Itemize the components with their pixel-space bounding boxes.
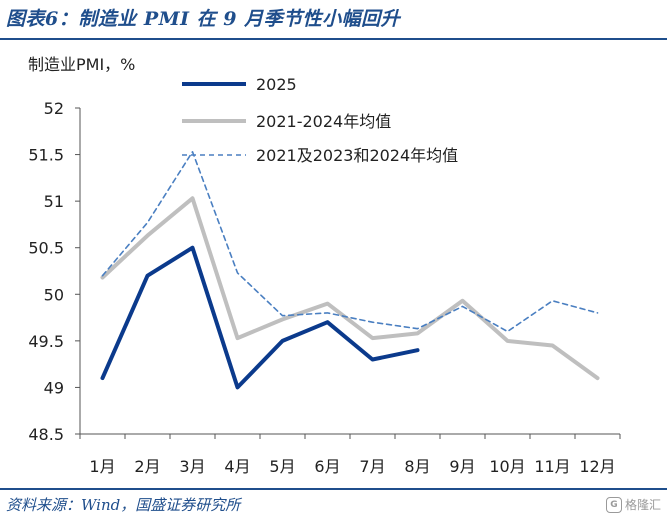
x-tick-label: 4月 [224, 457, 250, 476]
y-tick-label: 49.5 [28, 332, 64, 351]
x-tick-label: 8月 [404, 457, 430, 476]
y-axis-unit-label: 制造业PMI，% [28, 55, 135, 74]
x-tick-label: 11月 [534, 457, 570, 476]
legend-label-1: 2025 [256, 75, 297, 94]
x-tick-label: 5月 [269, 457, 295, 476]
gelonghui-logo-icon: G [605, 497, 622, 513]
x-tick-label: 7月 [359, 457, 385, 476]
series-line-2 [100, 196, 600, 381]
legend: 2025 2021-2024年均值 2021及2023和2024年均值 [182, 75, 458, 165]
axes-group: 48.5 49 49.5 50 50.5 51 51.5 52 1月 2月 3月 4月 5月 6月 7月 8月… [28, 99, 621, 476]
title-divider [0, 38, 667, 40]
legend-label-2: 2021-2024年均值 [256, 112, 391, 131]
y-tick-label: 48.5 [28, 425, 64, 444]
y-tick-label: 51 [44, 192, 64, 211]
x-tick-label: 3月 [179, 457, 205, 476]
footer-divider [0, 488, 667, 490]
figure-title: 图表6：制造业 PMI 在 9 月季节性小幅回升 [6, 8, 401, 30]
x-tick-label: 10月 [489, 457, 525, 476]
watermark-text: 格隆汇 [624, 498, 661, 512]
series-line-3 [101, 151, 599, 333]
series-line-1 [100, 245, 420, 390]
y-tick-label: 51.5 [28, 146, 64, 165]
x-tick-label: 12月 [579, 457, 615, 476]
series-layer [100, 151, 600, 390]
x-tick-label: 2月 [134, 457, 160, 476]
y-tick-label: 50.5 [28, 239, 64, 258]
watermark: G 格隆汇 [605, 494, 661, 516]
y-tick-label: 50 [44, 285, 64, 304]
x-tick-label: 6月 [314, 457, 340, 476]
y-tick-label: 52 [44, 99, 64, 118]
x-tick-label: 1月 [89, 457, 115, 476]
source-note: 资料来源：Wind，国盛证券研究所 [6, 496, 241, 514]
y-tick-label: 49 [44, 378, 64, 397]
x-tick-label: 9月 [449, 457, 475, 476]
legend-label-3: 2021及2023和2024年均值 [256, 146, 458, 165]
